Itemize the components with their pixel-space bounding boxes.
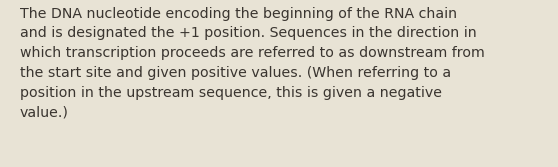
Text: The DNA nucleotide encoding the beginning of the RNA chain
and is designated the: The DNA nucleotide encoding the beginnin… <box>20 7 484 119</box>
